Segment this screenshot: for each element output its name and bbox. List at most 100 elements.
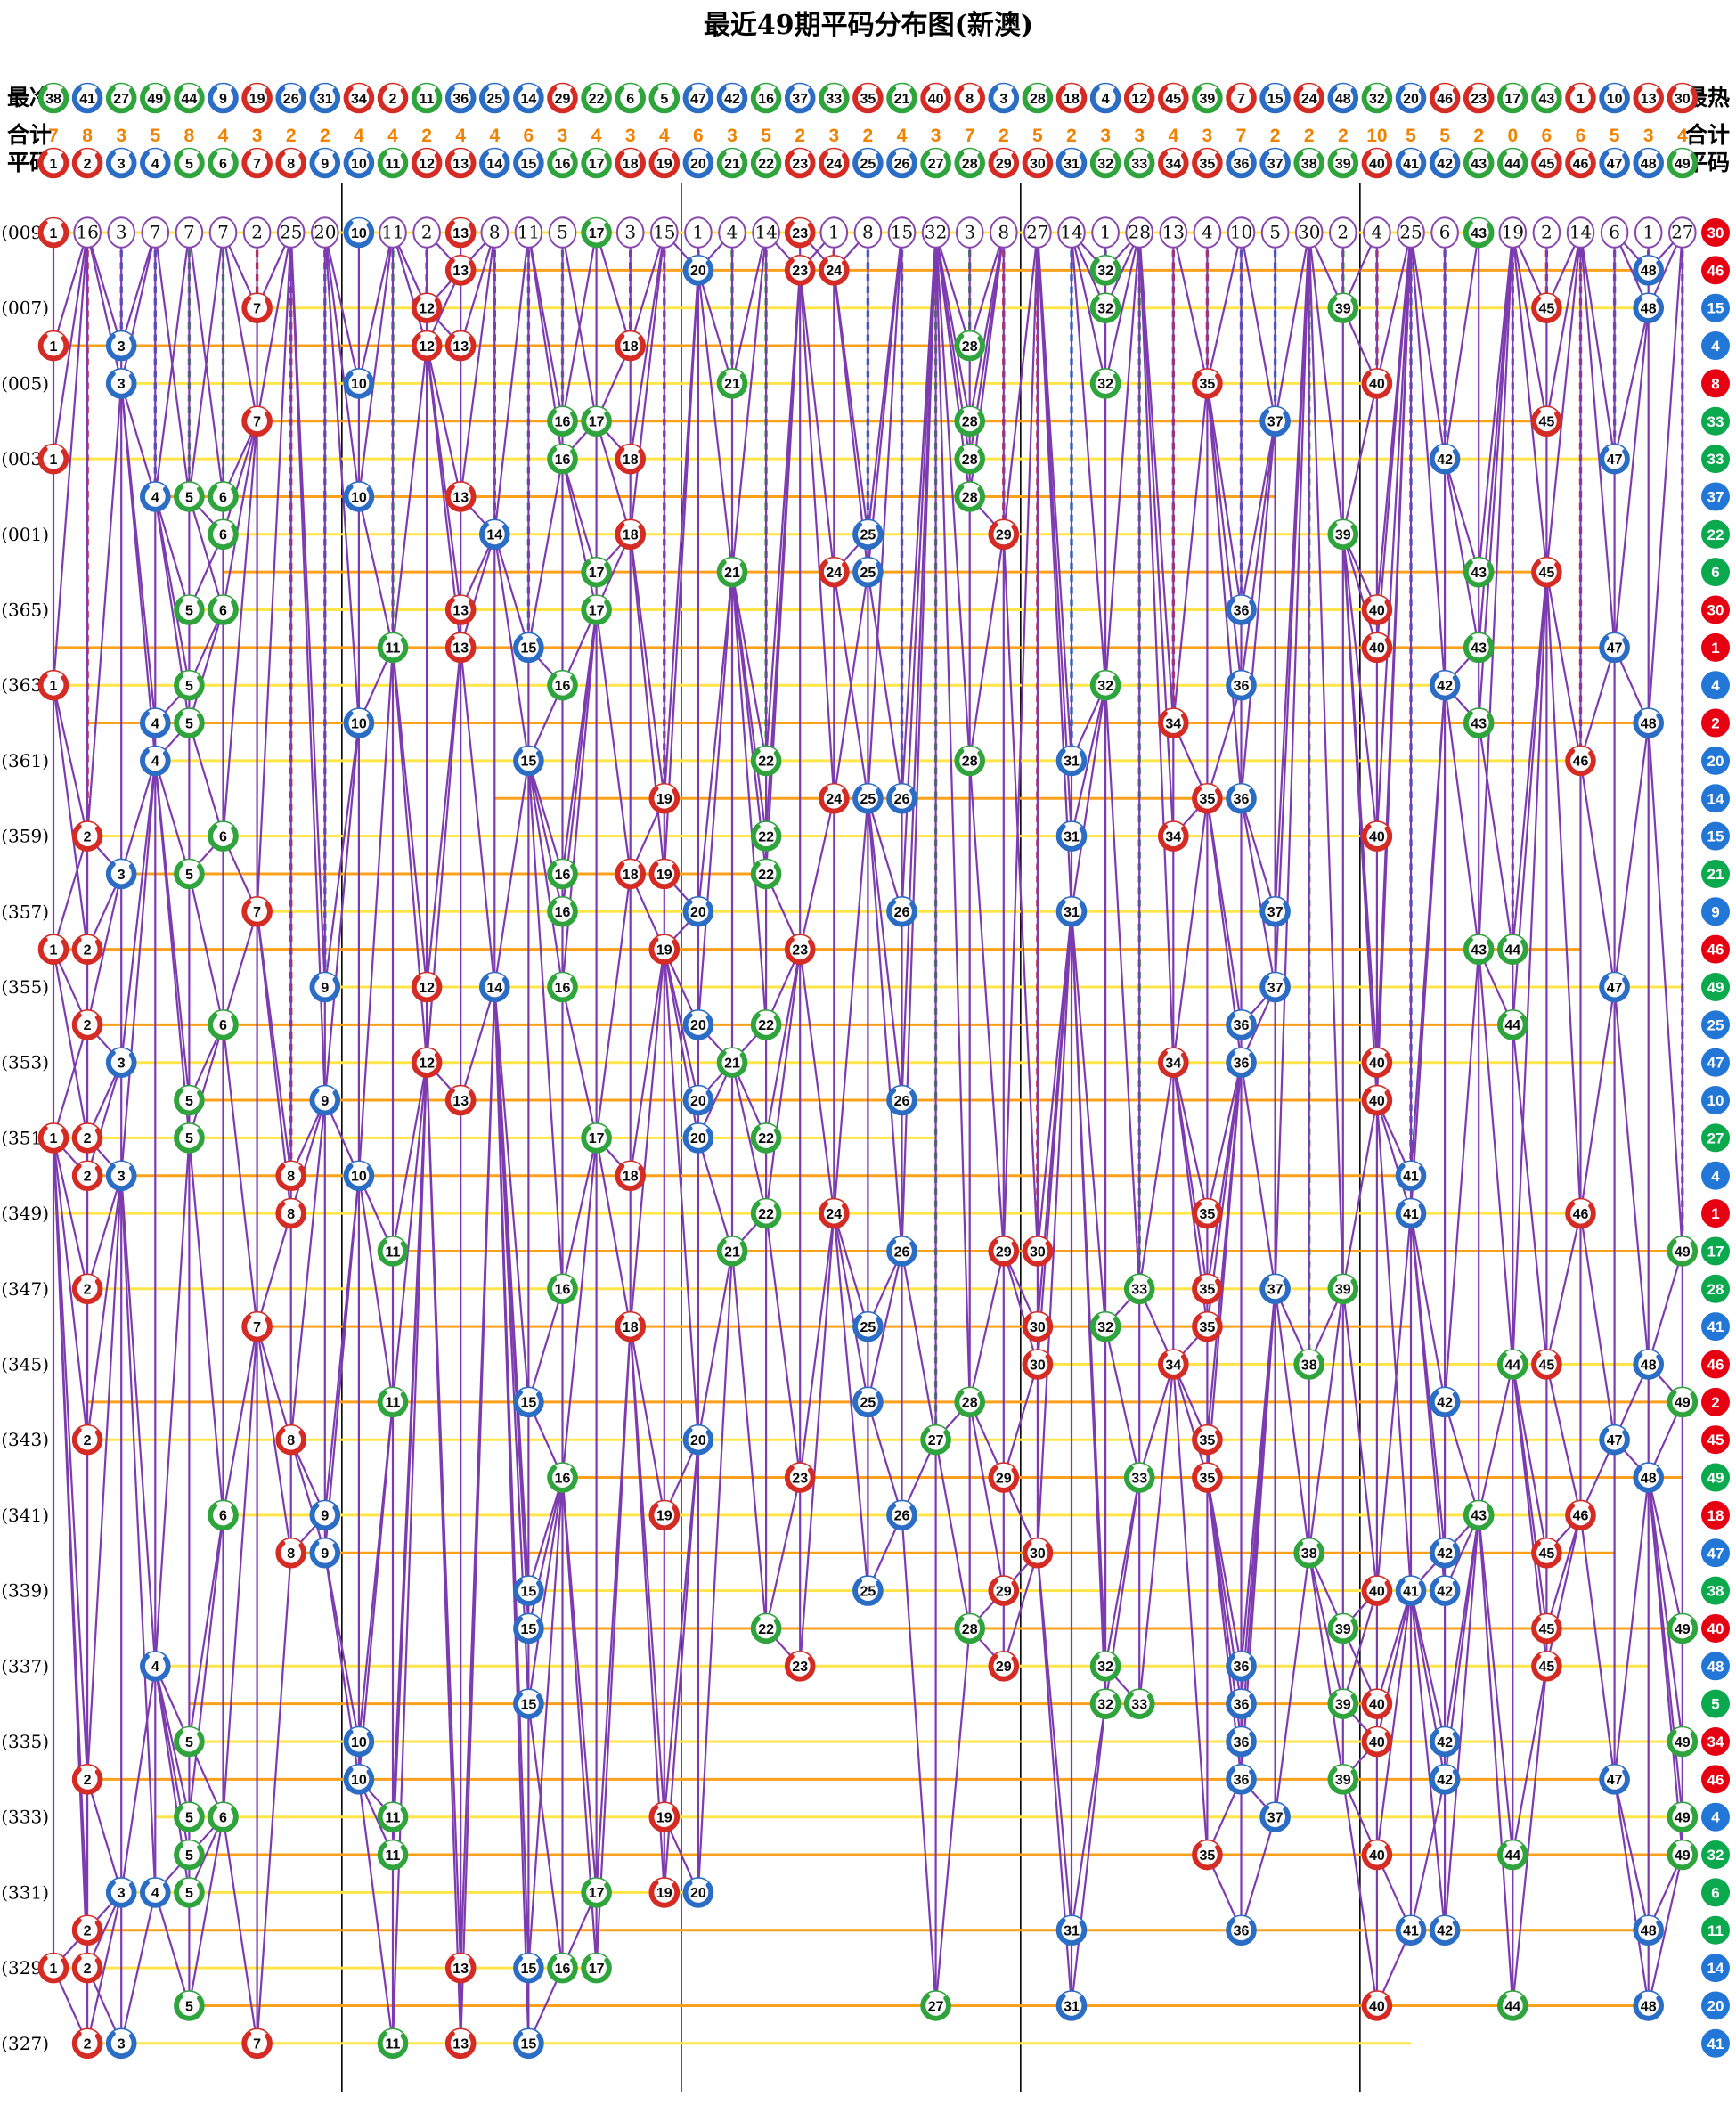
number-ball-value: 35 (1200, 1848, 1216, 1864)
number-ball-value: 5 (185, 1735, 193, 1750)
number-ball-value: 13 (452, 641, 469, 657)
number-ball-value: 11 (386, 1396, 401, 1411)
number-ball-swoosh-icon (513, 1613, 544, 1644)
trend-line (154, 1137, 191, 1668)
special-ball-value: 30 (1707, 602, 1724, 619)
header-number-ball-swoosh-icon (989, 148, 1019, 178)
number-ball-swoosh-icon (819, 557, 849, 587)
number-ball-value: 19 (656, 942, 672, 958)
number-ball-swoosh-icon (208, 519, 239, 550)
header-number-ball-swoosh-icon (819, 148, 849, 178)
special-ball (1701, 1350, 1730, 1379)
period-label: (349) (1, 1203, 49, 1224)
number-ball-swoosh-icon (1090, 1651, 1121, 1681)
number-ball-value: 29 (996, 1660, 1012, 1675)
trend-line (1070, 684, 1107, 913)
number-ball-swoosh-icon (717, 557, 747, 587)
number-ball-swoosh-icon (547, 406, 578, 437)
number-ball-value: 17 (589, 603, 605, 618)
header-cold-ball-value: 35 (860, 92, 876, 107)
miss-circle-value: 5 (1269, 222, 1281, 243)
number-ball-swoosh-icon (1667, 1613, 1698, 1644)
header-total-value: 3 (1134, 126, 1145, 146)
miss-circle (650, 216, 679, 249)
miss-circle-value: 11 (381, 222, 403, 243)
number-ball-swoosh-icon (615, 859, 646, 889)
header-cold-ball-value: 34 (351, 92, 367, 107)
number-ball-value: 37 (1267, 415, 1284, 430)
number-ball-swoosh-icon (886, 1236, 917, 1267)
special-ball-value: 15 (1707, 300, 1724, 317)
number-ball-swoosh-icon (140, 707, 170, 738)
header-number-ball-swoosh-icon (1430, 148, 1460, 178)
number-ball-value: 45 (1539, 1622, 1555, 1637)
special-ball (1701, 1048, 1730, 1077)
header-cold-ball-value: 45 (1165, 92, 1181, 107)
trend-line (799, 1212, 835, 1479)
miss-circle-value: 1 (693, 222, 705, 243)
miss-circle (548, 216, 577, 249)
header-total-value: 8 (184, 126, 195, 146)
number-ball-value: 25 (860, 1320, 876, 1335)
number-ball-value: 5 (185, 1886, 193, 1901)
header-total-value: 4 (659, 126, 670, 146)
number-ball-swoosh-icon (378, 632, 408, 663)
trend-line (1375, 1098, 1413, 1592)
number-ball-value: 11 (386, 2037, 401, 2052)
special-ball-value: 11 (1707, 1922, 1724, 1939)
number-ball-value: 22 (758, 829, 774, 844)
trend-line (1647, 1476, 1683, 1630)
number-ball-swoosh-icon (1430, 444, 1460, 474)
special-ball-value: 41 (1707, 1318, 1724, 1335)
number-ball-value: 15 (521, 1584, 537, 1599)
trend-line (188, 1513, 224, 1743)
number-ball-swoosh-icon (412, 293, 442, 323)
number-ball-swoosh-icon (1565, 1500, 1596, 1530)
trend-line (1375, 1589, 1413, 1705)
miss-circle (412, 216, 441, 249)
header-number-ball-swoosh-icon (1497, 148, 1528, 178)
trend-line (934, 231, 971, 1403)
number-ball-swoosh-icon (174, 1726, 204, 1757)
number-ball-value: 40 (1369, 1094, 1385, 1109)
number-ball-value: 42 (1437, 453, 1453, 468)
miss-circle (1397, 216, 1425, 249)
special-ball-value: 22 (1707, 526, 1724, 543)
miss-circle (853, 216, 883, 249)
number-ball-value: 16 (555, 453, 571, 468)
period-label: (007) (1, 298, 49, 319)
header-number-ball-value: 4 (151, 157, 159, 172)
number-ball-value: 20 (690, 264, 706, 279)
number-ball-value: 5 (185, 1848, 193, 1864)
trend-line (222, 420, 258, 611)
number-ball-swoosh-icon (717, 368, 747, 398)
number-ball-value: 6 (219, 1811, 227, 1826)
header-cold-ball-value: 11 (420, 92, 435, 107)
number-ball-value: 38 (1301, 1358, 1317, 1373)
number-ball-swoosh-icon (1056, 896, 1087, 926)
trend-line (527, 1702, 564, 1970)
number-ball-swoosh-icon (72, 1122, 102, 1154)
trend-line (629, 1326, 665, 1894)
number-ball-swoosh-icon (1192, 1840, 1223, 1870)
number-ball-swoosh-icon (717, 1048, 747, 1078)
number-ball-value: 40 (1369, 1735, 1385, 1750)
trend-line (1172, 1061, 1209, 1215)
number-ball-swoosh-icon (615, 519, 646, 550)
number-ball-swoosh-icon (1192, 1462, 1223, 1493)
trend-line (1579, 985, 1616, 1215)
number-ball-value: 21 (724, 1057, 740, 1072)
trend-line (357, 231, 395, 385)
number-ball-swoosh-icon (1634, 1349, 1664, 1380)
trend-line (357, 1174, 395, 1403)
header-number-ball-value: 34 (1165, 157, 1181, 172)
number-ball-swoosh-icon (1226, 1048, 1257, 1078)
number-ball-value: 25 (860, 1396, 876, 1411)
header-number-ball-value: 2 (84, 157, 92, 172)
trend-line (460, 231, 496, 347)
trend-line (1409, 1589, 1447, 1743)
miss-circle (921, 216, 950, 249)
number-ball-value: 6 (219, 1018, 227, 1033)
trend-line (1240, 420, 1276, 687)
number-ball-swoosh-icon (276, 1161, 306, 1191)
